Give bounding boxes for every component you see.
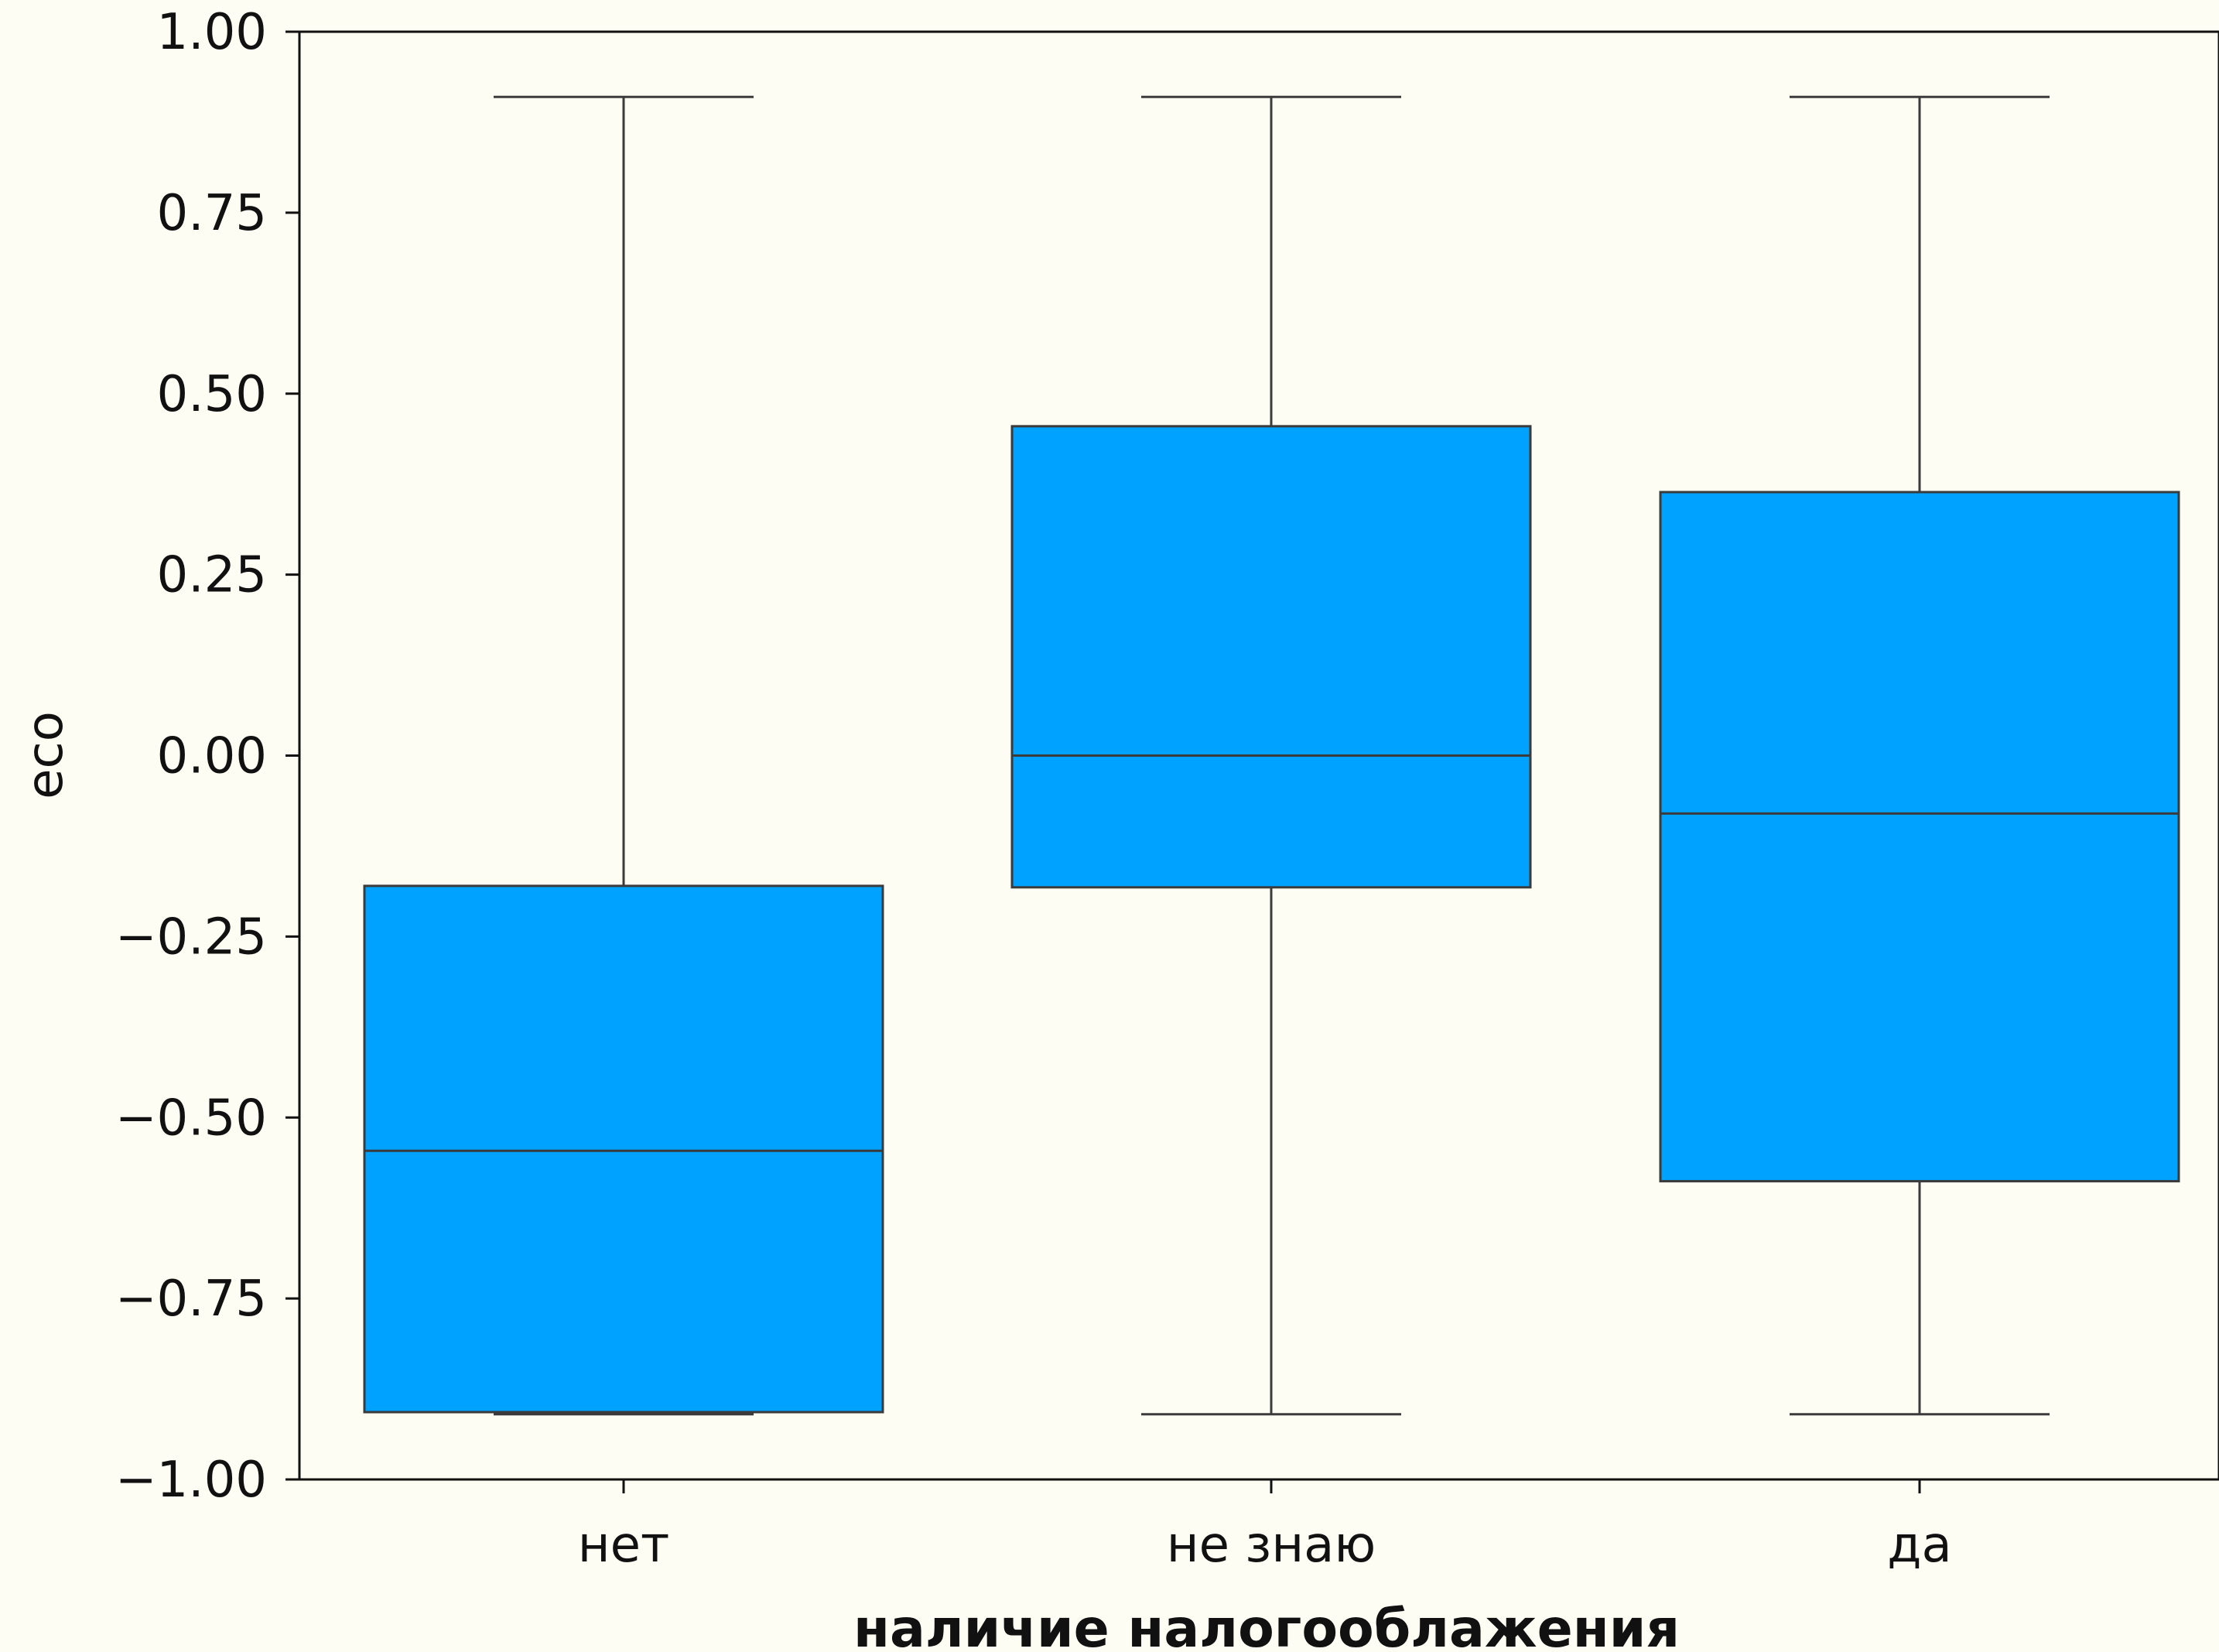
y-tick-label: 0.75: [157, 185, 268, 242]
box-group: [363, 95, 884, 1416]
box-group: [1010, 95, 1532, 1416]
y-tick-label: −0.50: [115, 1089, 267, 1147]
y-tick-label: −1.00: [115, 1452, 267, 1509]
x-tick-label: да: [1887, 1517, 1951, 1574]
x-axis-title: наличие налогооблажения: [853, 1599, 1680, 1652]
y-tick-label: 1.00: [157, 4, 268, 61]
box-iqr: [1010, 425, 1532, 889]
y-tick-label: 0.50: [157, 366, 268, 423]
y-axis: 1.00 0.75 0.50 0.25 0.00 −0.25 −0.50 −0.75 −1.00: [115, 4, 299, 1509]
y-tick-label: 0.25: [157, 547, 268, 604]
x-tick-label: нет: [578, 1517, 670, 1574]
x-tick-label: не знаю: [1167, 1517, 1376, 1574]
x-axis: нет не знаю да: [578, 1479, 1952, 1574]
y-tick-label: 0.00: [157, 728, 268, 785]
box-iqr: [1659, 491, 2180, 1183]
y-axis-title: eco: [17, 711, 74, 799]
y-tick-label: −0.25: [115, 908, 267, 966]
y-tick-label: −0.75: [115, 1271, 267, 1328]
boxes-layer: [363, 95, 2180, 1416]
box-group: [1659, 95, 2180, 1416]
box-iqr: [363, 884, 884, 1414]
